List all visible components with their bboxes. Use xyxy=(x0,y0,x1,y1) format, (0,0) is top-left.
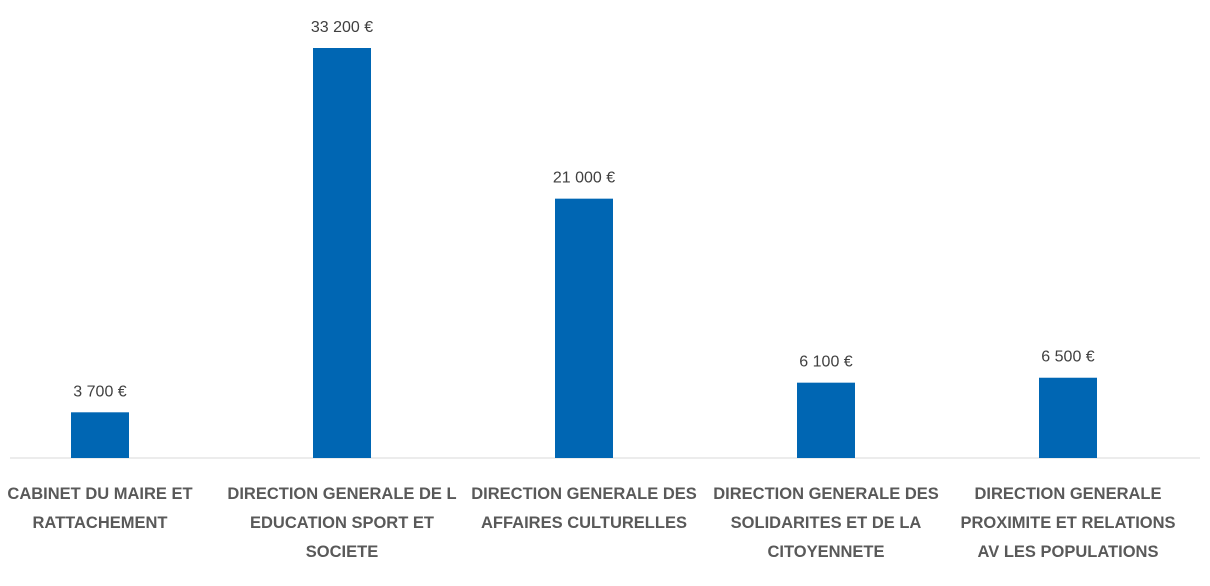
value-label: 21 000 € xyxy=(553,170,615,187)
bar xyxy=(797,382,855,458)
bar xyxy=(71,412,129,458)
x-tick-label: DIRECTION GENERALE DE L EDUCATION SPORT … xyxy=(227,485,457,561)
value-label: 33 200 € xyxy=(311,19,373,36)
bar xyxy=(313,48,371,458)
x-tick-label: CABINET DU MAIRE ET RATTACHEMENT xyxy=(7,485,193,532)
x-tick-label: DIRECTION GENERALE DES AFFAIRES CULTUREL… xyxy=(471,485,697,532)
x-tick-label: DIRECTION GENERALE DES SOLIDARITES ET DE… xyxy=(713,485,939,561)
value-label: 6 500 € xyxy=(1041,349,1094,366)
bar xyxy=(1039,377,1097,458)
value-label: 3 700 € xyxy=(73,383,126,400)
x-tick-label: DIRECTION GENERALE PROXIMITE ET RELATION… xyxy=(960,485,1176,561)
bar xyxy=(555,198,613,458)
value-label: 6 100 € xyxy=(799,354,852,371)
